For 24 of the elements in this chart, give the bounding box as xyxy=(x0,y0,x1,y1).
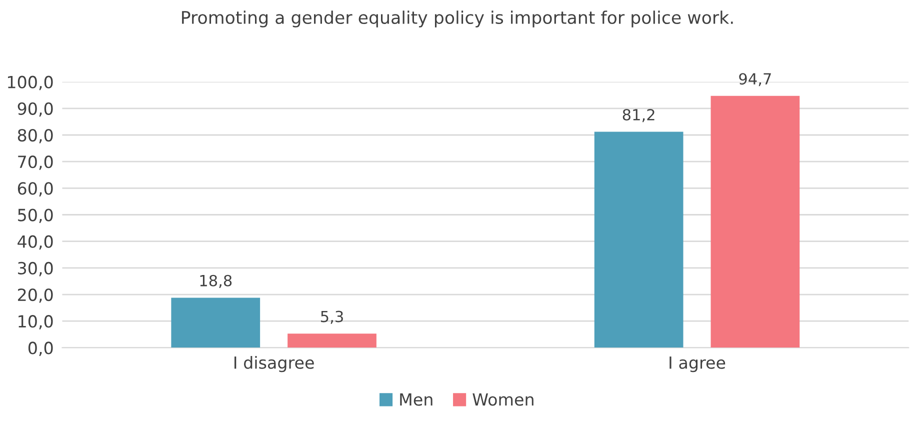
data-label: 94,7 xyxy=(739,73,771,86)
data-label: 18,8 xyxy=(200,274,232,288)
y-tick-label: 100,0 xyxy=(8,76,53,90)
y-tick-label: 90,0 xyxy=(18,102,53,117)
bar xyxy=(594,132,684,348)
data-label: 5,3 xyxy=(321,310,343,324)
bar xyxy=(288,334,376,348)
y-tick-label: 50,0 xyxy=(18,208,53,224)
y-tick-label: 70,0 xyxy=(18,156,53,170)
legend-label: Women xyxy=(472,393,534,406)
y-tick-label: 80,0 xyxy=(18,128,53,144)
data-label: 81,2 xyxy=(622,108,654,122)
y-tick-label: 60,0 xyxy=(18,182,53,196)
x-tick-label: I disagree xyxy=(234,356,314,372)
chart-title: Promoting a gender equality policy is important for police work. xyxy=(182,10,733,28)
y-tick-label: 40,0 xyxy=(18,235,53,250)
y-tick-label: 10,0 xyxy=(18,315,53,330)
legend-label: Men xyxy=(400,393,432,406)
bar xyxy=(710,96,800,348)
bar xyxy=(171,298,260,348)
y-tick-label: 20,0 xyxy=(18,288,53,303)
y-tick-label: 0,0 xyxy=(28,342,53,356)
y-tick-label: 30,0 xyxy=(18,262,53,276)
x-tick-label: I agree xyxy=(670,356,726,372)
